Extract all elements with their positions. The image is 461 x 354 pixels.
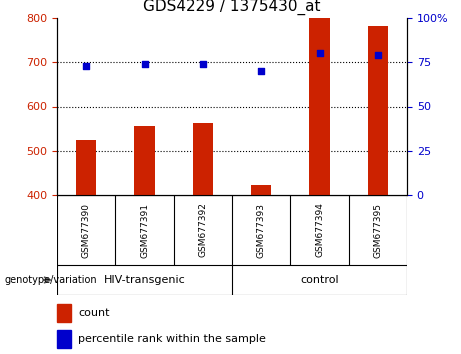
Text: count: count <box>78 308 110 318</box>
Text: percentile rank within the sample: percentile rank within the sample <box>78 333 266 343</box>
Text: GSM677394: GSM677394 <box>315 202 324 257</box>
Point <box>199 61 207 67</box>
Title: GDS4229 / 1375430_at: GDS4229 / 1375430_at <box>143 0 321 15</box>
Text: GSM677391: GSM677391 <box>140 202 149 257</box>
Text: genotype/variation: genotype/variation <box>5 275 97 285</box>
Bar <box>367 26 388 195</box>
Bar <box>251 185 272 195</box>
Text: GSM677392: GSM677392 <box>198 202 207 257</box>
Text: GSM677393: GSM677393 <box>257 202 266 257</box>
Bar <box>134 126 155 195</box>
Point <box>258 68 265 74</box>
Point <box>316 51 323 56</box>
Text: control: control <box>300 275 339 285</box>
Bar <box>193 123 213 195</box>
Bar <box>57 304 71 322</box>
Bar <box>57 330 71 348</box>
Point <box>374 52 382 58</box>
Bar <box>309 18 330 195</box>
Text: GSM677395: GSM677395 <box>373 202 382 257</box>
Text: HIV-transgenic: HIV-transgenic <box>104 275 185 285</box>
Point <box>83 63 90 69</box>
Bar <box>76 140 96 195</box>
Text: GSM677390: GSM677390 <box>82 202 91 257</box>
Point <box>141 61 148 67</box>
